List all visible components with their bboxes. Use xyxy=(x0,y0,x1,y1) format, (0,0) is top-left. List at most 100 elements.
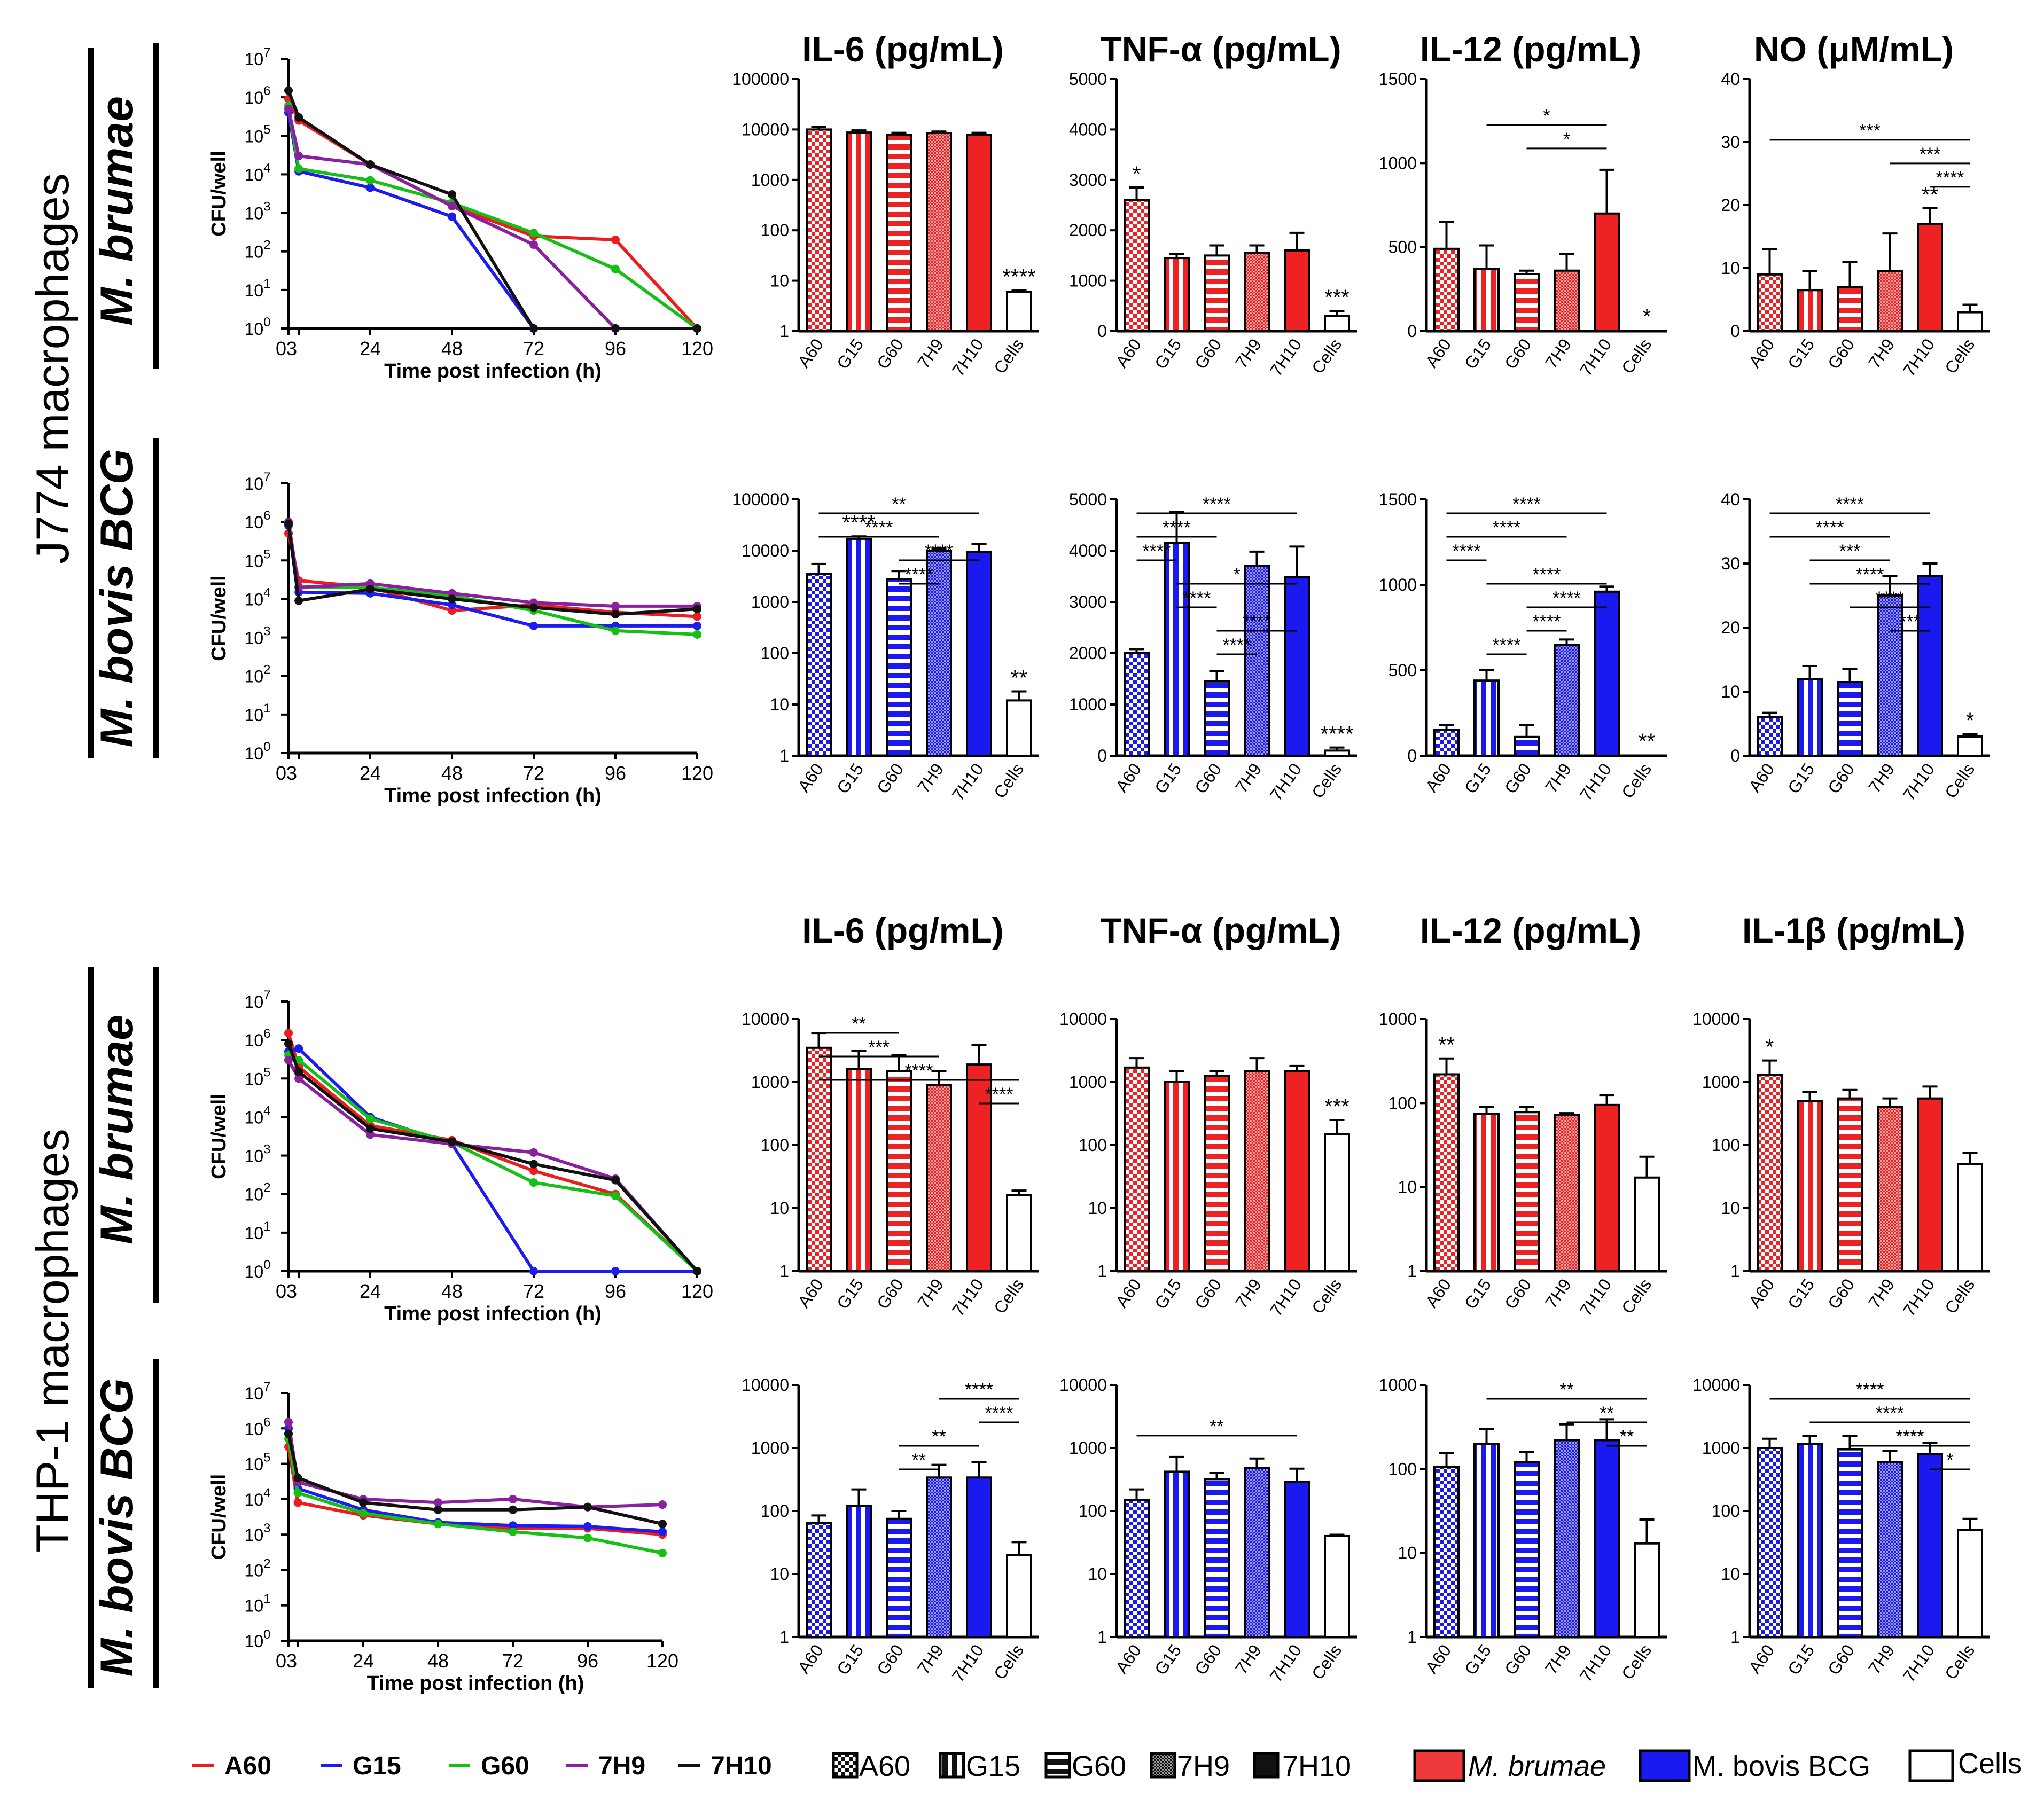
significance-label: **** xyxy=(1876,588,1904,608)
bar-7H10 xyxy=(1284,1070,1310,1272)
series-line-7H10 xyxy=(287,523,698,616)
y-axis-label: CFU/well xyxy=(208,1093,230,1179)
bar-7H9 xyxy=(926,550,952,757)
data-point-7H10 xyxy=(583,1502,592,1512)
y-tick-label: 104 xyxy=(245,585,271,609)
bar-Cells xyxy=(1006,1194,1032,1272)
y-tick-label: 100 xyxy=(245,1627,271,1651)
y-tick-label: 100 xyxy=(761,1501,789,1521)
x-tick-label-G60: G60 xyxy=(873,1275,907,1312)
bar-7H9 xyxy=(926,132,952,332)
j774-brumae-il6-chart: 1 10 100 1000 10000 100000 A60 G15 G60 7H9 7H10 Cel… xyxy=(732,69,1039,380)
significance-label: **** xyxy=(985,1403,1013,1423)
significance-label: **** xyxy=(1816,518,1844,538)
data-point-7H10 xyxy=(693,605,701,614)
bar-A60 xyxy=(1757,273,1783,332)
bar-7H10 xyxy=(1917,1097,1943,1272)
y-tick-label: 1 xyxy=(779,1627,789,1647)
data-point-7H10 xyxy=(529,603,538,612)
y-tick-label: 1 xyxy=(1730,1627,1740,1647)
significance-label: **** xyxy=(1856,565,1884,585)
legend-bcg-swatch xyxy=(1639,1749,1691,1782)
bar-A60 xyxy=(1124,1066,1150,1272)
y-tick-label: 1 xyxy=(1407,1262,1417,1281)
bar-7H10 xyxy=(1284,1481,1310,1638)
thp1-bcg-tnf-chart: 1 10 100 1000 10000 A60 G15 G60 7H9 7H10 Cells ** xyxy=(1059,1375,1357,1686)
x-axis-label: Time post infection (h) xyxy=(367,1672,584,1695)
series-line-7H10 xyxy=(287,90,697,330)
x-tick-label-G15: G15 xyxy=(833,335,867,372)
y-tick-label: 40 xyxy=(1721,490,1740,509)
legend-pattern-7h9-label: 7H9 xyxy=(1177,1750,1230,1782)
data-point-7H10 xyxy=(448,1137,456,1146)
x-tick-label-A60: A60 xyxy=(1112,759,1145,795)
row-label-j774-bcg: M. bovis BCG xyxy=(91,449,143,747)
x-tick-label-Cells: Cells xyxy=(1941,1641,1978,1683)
y-axis-label: CFU/well xyxy=(208,151,230,236)
bar-A60 xyxy=(1433,1073,1460,1273)
x-tick-label-7H10: 7H10 xyxy=(1899,1275,1938,1319)
y-tick-label: 10 xyxy=(770,1199,789,1218)
x-tick-label: 03 xyxy=(276,338,297,359)
y-tick-label: 10 xyxy=(1721,1564,1740,1584)
significance-star: * xyxy=(1643,305,1651,328)
y-tick-label: 1 xyxy=(1097,1262,1107,1281)
y-tick-label: 10000 xyxy=(1692,1009,1740,1029)
significance-label: **** xyxy=(1552,588,1581,608)
x-tick-label-Cells: Cells xyxy=(1308,759,1345,802)
y-tick-label: 5000 xyxy=(1069,490,1107,509)
bar-G60 xyxy=(1204,1478,1230,1639)
bar-7H9 xyxy=(1877,1106,1903,1273)
significance-label: ** xyxy=(892,494,906,514)
thp1-brumae-cfu-chart: 100 101 102 103 104 105 106 107 03 24 48 72 96 120 Tim… xyxy=(208,988,713,1325)
row-label-thp1-bcg: M. bovis BCG xyxy=(91,1378,143,1677)
significance-label: * xyxy=(1543,106,1550,126)
x-tick-label-G60: G60 xyxy=(1824,1641,1858,1678)
data-point-G60 xyxy=(359,1509,368,1518)
series-line-G15 xyxy=(287,525,697,628)
legend-pattern-7h10-label: 7H10 xyxy=(1282,1750,1351,1782)
title-thp1-il12: IL-12 (pg/mL) xyxy=(1420,911,1641,950)
significance-star: *** xyxy=(1324,286,1349,309)
legend-line-7h10-label: 7H10 xyxy=(711,1752,772,1780)
x-tick-label-7H10: 7H10 xyxy=(1576,335,1615,379)
x-tick-label: 96 xyxy=(605,762,626,784)
data-point-G15 xyxy=(294,1044,303,1053)
data-point-7H10 xyxy=(693,1267,701,1275)
data-point-G60 xyxy=(611,264,620,273)
x-tick-label-G60: G60 xyxy=(873,759,907,797)
x-tick-label-7H9: 7H9 xyxy=(914,1641,947,1678)
x-tick-label-7H10: 7H10 xyxy=(948,1641,987,1685)
data-point-7H10 xyxy=(529,1160,538,1169)
x-tick-label-G15: G15 xyxy=(1784,1275,1818,1312)
bar-7H10 xyxy=(1284,576,1310,757)
bar-Cells xyxy=(1957,311,1983,332)
legend-cells-label: Cells xyxy=(1958,1748,2022,1780)
y-tick-label: 0 xyxy=(1730,322,1740,341)
x-tick-label-G15: G15 xyxy=(833,759,867,797)
y-tick-label: 10 xyxy=(1721,259,1740,278)
data-point-G60 xyxy=(611,626,620,635)
series-line-G15 xyxy=(287,1428,663,1533)
y-tick-label: 104 xyxy=(245,1103,271,1127)
bar-G60 xyxy=(886,1517,912,1638)
data-point-7H10 xyxy=(658,1520,667,1529)
x-tick-label: 48 xyxy=(441,338,463,359)
x-tick-label-7H9: 7H9 xyxy=(1541,759,1575,796)
y-tick-label: 10000 xyxy=(742,1009,789,1029)
y-tick-label: 102 xyxy=(245,1181,271,1204)
x-tick-label-G60: G60 xyxy=(1191,1275,1225,1312)
legend: A60 G15 G60 7H9 7H10 A60 G15 G60 7H9 7H1… xyxy=(192,1748,2022,1782)
row-label-j774-brumae: M. brumae xyxy=(91,96,143,326)
significance-label: *** xyxy=(1899,612,1921,632)
bar-7H9 xyxy=(926,1476,952,1638)
data-point-A60 xyxy=(529,1166,538,1176)
y-tick-label: 102 xyxy=(245,238,271,262)
bar-7H10 xyxy=(1917,1453,1943,1638)
x-tick-label: 120 xyxy=(681,1280,713,1302)
data-point-A60 xyxy=(293,1498,302,1507)
x-tick-label-G60: G60 xyxy=(873,1641,907,1678)
data-point-G60 xyxy=(529,1178,538,1187)
data-point-G15 xyxy=(509,1521,517,1530)
x-tick-label-G15: G15 xyxy=(1784,759,1818,797)
